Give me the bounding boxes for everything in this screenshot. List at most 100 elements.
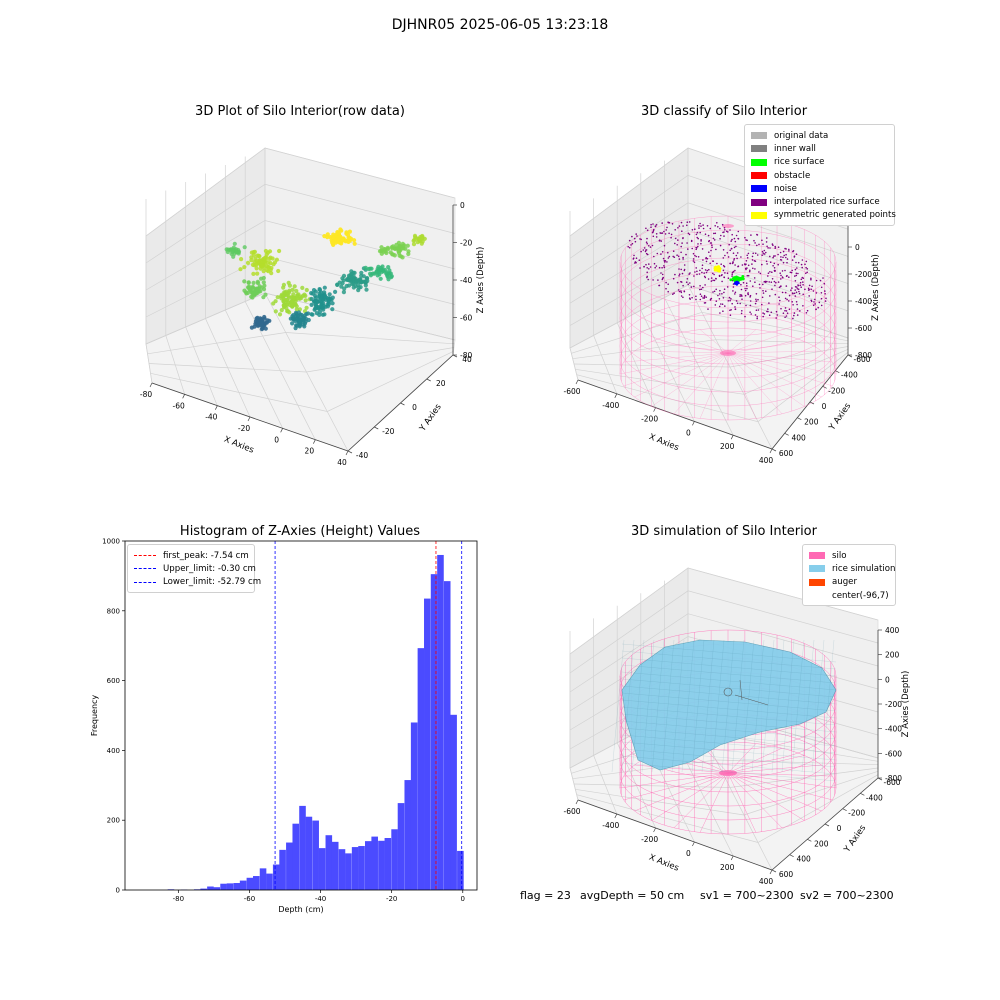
interpolated-point	[688, 233, 691, 236]
interpolated-point	[766, 263, 768, 265]
interpolated-point	[793, 292, 796, 295]
silo-bottom-spoke	[634, 764, 729, 774]
interpolated-point	[784, 291, 787, 294]
histogram-bar	[371, 836, 378, 890]
interpolated-point	[771, 271, 773, 274]
interpolated-point	[746, 239, 748, 242]
raw-data-point	[271, 262, 276, 267]
interpolated-point	[645, 252, 648, 255]
simulation-legend-swatch	[809, 552, 825, 560]
plot1-title: 3D Plot of Silo Interior(row data)	[195, 104, 405, 119]
raw-data-point	[341, 278, 346, 283]
raw-data-point	[247, 287, 252, 292]
raw-data-point	[270, 256, 275, 261]
interpolated-point	[661, 251, 664, 253]
interpolated-point	[655, 224, 658, 226]
raw-data-point	[304, 287, 309, 293]
interpolated-point	[770, 311, 773, 314]
interpolated-point	[749, 300, 752, 302]
classify-legend-label: rice surface	[774, 157, 825, 168]
interpolated-point	[690, 240, 693, 243]
silo-bottom-spoke	[727, 352, 783, 414]
raw-data-point	[300, 285, 305, 290]
interpolated-point	[766, 245, 768, 248]
rice-mesh-line	[621, 699, 837, 719]
histogram-bars	[167, 554, 464, 890]
interpolated-point	[628, 246, 631, 249]
interpolated-point	[755, 298, 757, 301]
interpolated-point	[744, 315, 746, 318]
interpolated-point	[668, 255, 671, 258]
interpolated-point	[729, 314, 732, 317]
silo-bottom-spoke	[727, 764, 822, 774]
interpolated-point	[663, 266, 666, 269]
raw-data-point	[317, 287, 322, 292]
plot4-y-tick-label: -600	[883, 778, 900, 787]
interpolated-point	[719, 244, 722, 247]
interpolated-point	[721, 293, 723, 295]
interpolated-point	[745, 282, 748, 285]
interpolated-point	[661, 273, 664, 276]
interpolated-point	[650, 223, 652, 226]
interpolated-point	[746, 287, 748, 290]
interpolated-point	[722, 231, 724, 234]
silo-bottom-spoke	[651, 772, 729, 821]
raw-data-point	[261, 269, 266, 274]
raw-data-point	[387, 268, 392, 273]
interpolated-point	[700, 225, 702, 227]
interpolated-point	[745, 304, 747, 307]
raw-data-point	[259, 276, 264, 281]
rice-mesh-line	[671, 639, 685, 773]
interpolated-point	[782, 312, 785, 315]
interpolated-point	[731, 302, 733, 305]
interpolated-point	[773, 267, 776, 269]
interpolated-point	[785, 315, 788, 317]
interpolated-point	[732, 261, 734, 263]
interpolated-point	[794, 275, 796, 277]
interpolated-point	[707, 308, 709, 310]
interpolated-point	[741, 298, 743, 301]
histogram-bar	[279, 849, 286, 890]
interpolated-point	[788, 300, 790, 302]
histogram-x-tick-label: -80	[173, 895, 184, 903]
silo-bottom-spoke	[727, 352, 833, 387]
raw-data-point	[256, 253, 261, 258]
interpolated-point	[680, 251, 682, 254]
raw-data-point	[302, 324, 307, 329]
raw-data-point	[239, 257, 244, 262]
interpolated-point	[663, 244, 666, 247]
interpolated-point	[635, 233, 637, 235]
interpolated-point	[667, 283, 669, 286]
interpolated-point	[742, 281, 745, 284]
interpolated-point	[800, 278, 803, 281]
interpolated-point	[630, 244, 632, 246]
raw-data-point	[330, 301, 335, 306]
auger-marker	[723, 687, 733, 697]
interpolated-point	[756, 254, 759, 256]
raw-data-point	[251, 271, 256, 276]
silo-bottom-spoke	[727, 352, 822, 398]
interpolated-point	[747, 274, 750, 277]
interpolated-point	[780, 256, 782, 258]
interpolated-point	[767, 310, 769, 313]
raw-data-point	[314, 303, 319, 308]
plot2-z-tick-label: -800	[855, 351, 872, 360]
interpolated-point	[647, 278, 649, 281]
interpolated-point	[678, 268, 680, 270]
interpolated-point	[685, 253, 687, 256]
plot1-y-tick-label: -40	[356, 451, 368, 460]
rice-mesh-line	[621, 639, 635, 773]
plot4-y-tick	[789, 854, 794, 857]
interpolated-point	[758, 271, 760, 273]
interpolated-point	[674, 237, 677, 240]
interpolated-point	[744, 267, 747, 270]
interpolated-point	[744, 289, 747, 292]
interpolated-point	[794, 286, 797, 288]
histogram-y-tick-label: 800	[107, 607, 120, 615]
interpolated-point	[777, 253, 779, 256]
interpolated-point	[701, 271, 703, 274]
interpolated-point	[633, 237, 636, 240]
interpolated-point	[727, 256, 730, 258]
plot1-y-tick-label: 40	[462, 355, 472, 364]
silo-bottom-spoke	[727, 743, 757, 774]
